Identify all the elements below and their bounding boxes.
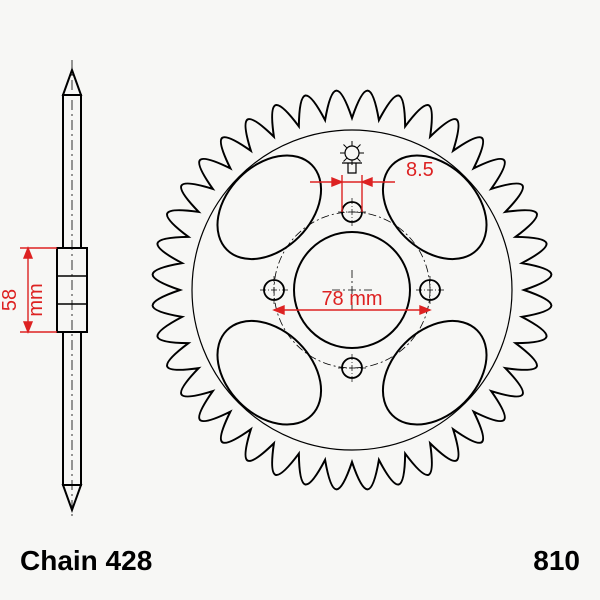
dim-78-value: 78 mm [321, 288, 382, 310]
chain-label: Chain 428 [20, 545, 152, 576]
dim-8-5-value: 8.5 [406, 159, 434, 181]
part-number: 810 [533, 545, 580, 576]
dim-58-unit: mm [25, 283, 47, 316]
side-profile [57, 60, 87, 520]
dim-58-value: 58 [0, 289, 21, 311]
sprocket-diagram: 58 mm 78 mm 8.5 Chain 428 810 [0, 0, 600, 600]
